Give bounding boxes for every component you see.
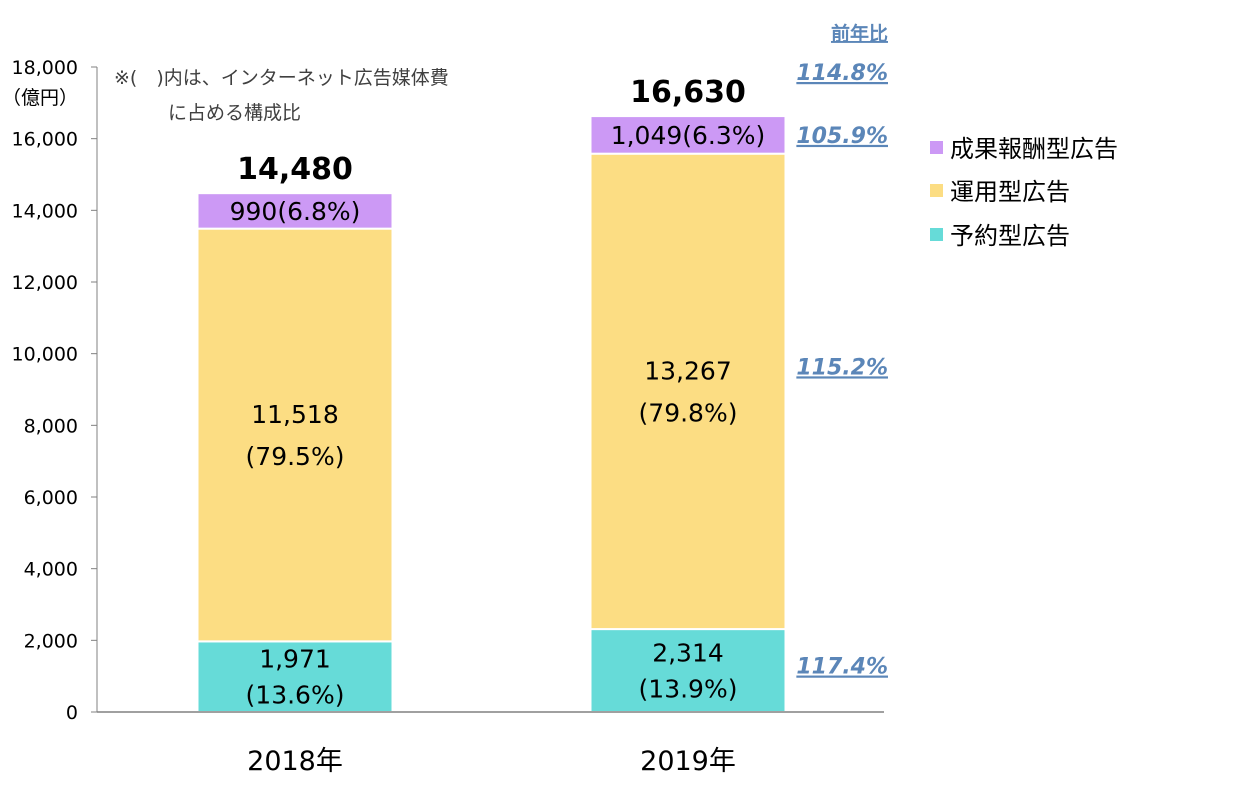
y-tick-label: 4,000: [24, 559, 78, 581]
y-tick-label: 6,000: [24, 487, 78, 509]
y-axis-unit: （億円）: [2, 87, 78, 109]
bar-segment: [589, 152, 787, 631]
legend-swatch: [930, 228, 943, 241]
composition-note: に占める構成比: [168, 102, 301, 124]
x-category-label: 2019年: [640, 746, 736, 777]
x-category-label: 2018年: [247, 746, 343, 777]
legend-swatch: [930, 141, 943, 154]
y-tick-label: 12,000: [12, 272, 78, 294]
yoy-series-value: 115.2%: [796, 355, 888, 380]
data-label: 11,518: [251, 400, 338, 429]
yoy-total: 114.8%: [796, 61, 888, 86]
y-tick-label: 18,000: [12, 57, 78, 79]
data-label: 1,971: [259, 645, 331, 674]
y-tick-label: 8,000: [24, 415, 78, 437]
data-label: 13,267: [644, 356, 731, 385]
y-tick-label: 16,000: [12, 129, 78, 151]
data-label: (13.6%): [246, 681, 345, 710]
yoy-series-value: 117.4%: [796, 655, 888, 680]
total-label: 16,630: [630, 75, 746, 110]
data-label: (79.8%): [639, 398, 738, 427]
legend-swatch: [930, 184, 943, 197]
legend-label: 運用型広告: [950, 178, 1070, 206]
data-label: (13.9%): [639, 675, 738, 704]
data-label: (79.5%): [246, 442, 345, 471]
data-label: 990(6.8%): [230, 197, 361, 226]
yoy-header: 前年比: [831, 22, 888, 45]
bar-segment: [196, 192, 394, 230]
legend-label: 成果報酬型広告: [950, 135, 1118, 163]
legend-label: 予約型広告: [950, 222, 1070, 250]
yoy-series-value: 105.9%: [796, 124, 888, 149]
y-tick-label: 14,000: [12, 200, 78, 222]
data-label: 2,314: [652, 639, 724, 668]
y-tick-label: 0: [66, 702, 78, 724]
y-tick-label: 2,000: [24, 630, 78, 652]
total-label: 14,480: [237, 152, 353, 187]
bar-segment: [589, 115, 787, 155]
bar-segment: [196, 227, 394, 643]
data-label: 1,049(6.3%): [611, 121, 766, 150]
y-tick-label: 10,000: [12, 344, 78, 366]
composition-note: ※( )内は、インターネット広告媒体費: [114, 67, 449, 89]
